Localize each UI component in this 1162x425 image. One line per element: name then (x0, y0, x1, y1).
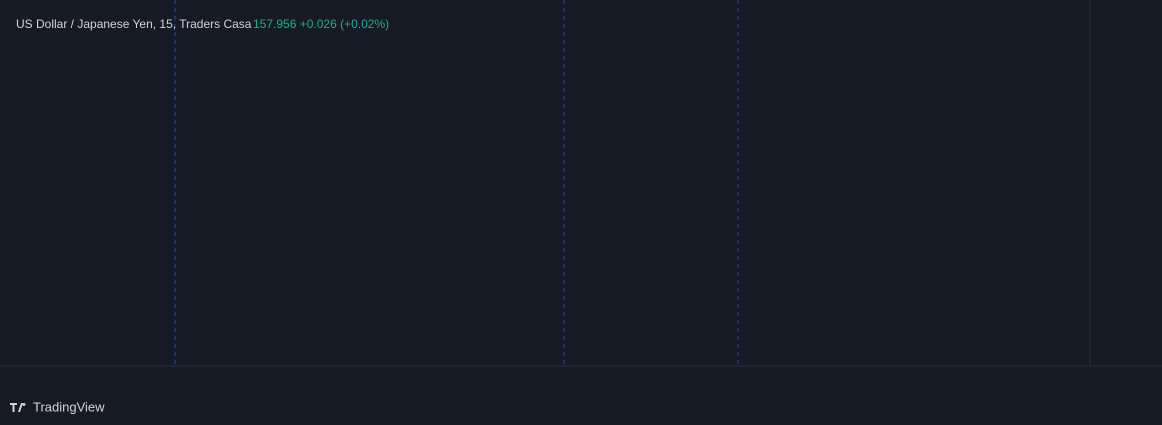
brand: TradingView (33, 399, 105, 414)
price-change: 157.956 +0.026 (+0.02%) (253, 17, 389, 31)
chart-title: US Dollar / Japanese Yen, 15, Traders Ca… (16, 17, 252, 31)
logo (10, 403, 26, 412)
